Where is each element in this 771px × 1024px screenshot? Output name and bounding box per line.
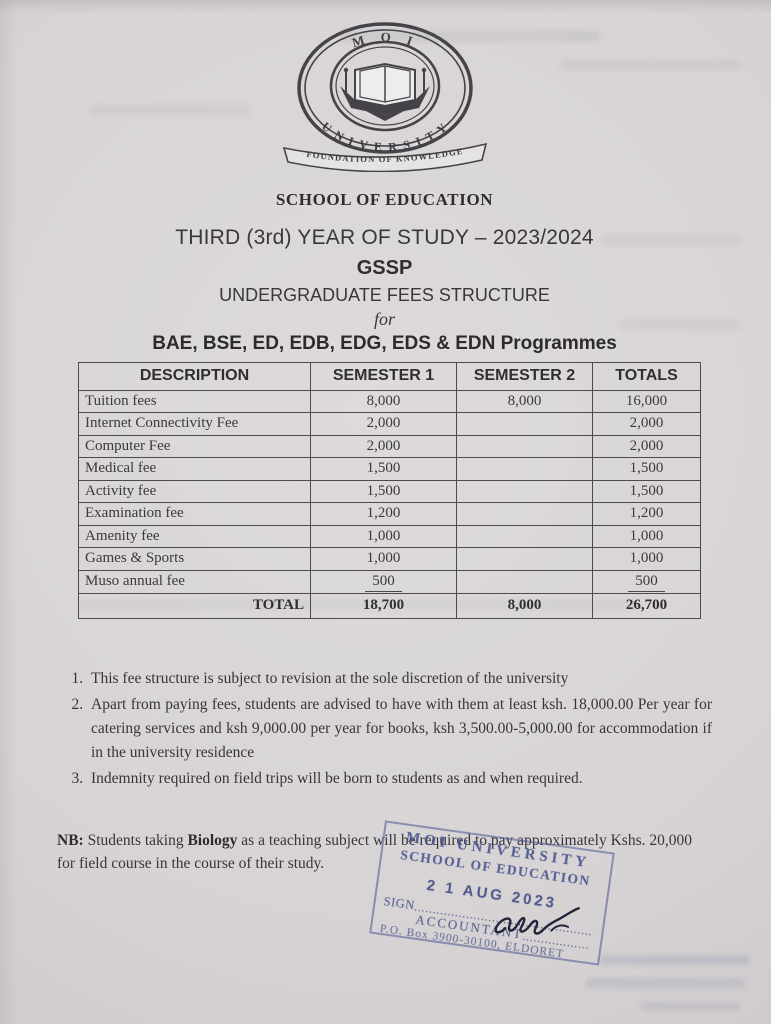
fee-totals: 16,000 [592,389,701,414]
accountant-rubber-stamp: MOI UNIVERSITY SCHOOL OF EDUCATION 2 1 A… [369,820,615,966]
fee-description: Activity fee [78,479,311,504]
table-row: Internet Connectivity Fee 2,000 2,000 [78,412,701,436]
table-row: Medical fee 1,500 1,500 [78,457,701,481]
programmes-heading: BAE, BSE, ED, EDB, EDG, EDS & EDN Progra… [152,333,617,354]
fee-description: Tuition fees [78,389,311,414]
nb-paragraph: NB: Students taking Biology as a teachin… [57,829,697,876]
fee-totals: 2,000 [592,412,701,436]
nb-prefix: NB: [57,831,84,849]
table-row: Examination fee 1,200 1,200 [78,502,701,526]
school-heading: SCHOOL OF EDUCATION [275,190,494,209]
gssp-heading: GSSP [356,257,413,279]
fees-table-header-row: DESCRIPTION SEMESTER 1 SEMESTER 2 TOTALS [78,362,701,391]
fee-totals: 1,500 [592,457,701,481]
moi-university-seal-logo: M O I U N I V E R S I T Y FOUNDATION OF … [282,22,487,172]
handwritten-signature [494,907,580,935]
fee-totals: 1,500 [592,479,701,504]
fee-semester2: 8,000 [456,389,593,414]
total-semester2: 8,000 [456,593,593,619]
fee-totals: 2,000 [592,434,701,459]
note-item-2: Apart from paying fees, students are adv… [87,693,712,765]
fee-semester1: 1,500 [310,479,457,504]
bleedthrough-smudge [90,105,250,115]
fee-totals: 500 [592,569,701,595]
col-header-description: DESCRIPTION [78,362,311,391]
fee-semester2 [456,524,593,549]
fee-semester2 [456,547,593,571]
fee-description: Internet Connectivity Fee [78,412,311,436]
table-row: Computer Fee 2,000 2,000 [78,434,701,459]
col-header-semester2: SEMESTER 2 [456,362,593,391]
fee-semester2 [456,569,593,595]
fee-semester2 [456,479,593,504]
fee-semester2 [456,457,593,481]
notes-list: This fee structure is subject to revisio… [57,667,712,791]
total-totals: 26,700 [592,593,701,619]
for-word: for [373,309,395,329]
fee-semester1: 1,200 [310,502,457,526]
fee-totals: 1,000 [592,524,701,549]
fee-semester1: 1,000 [310,524,457,549]
table-row: Activity fee 1,500 1,500 [78,479,701,504]
bleedthrough-smudge [340,30,600,42]
col-header-semester1: SEMESTER 1 [310,362,457,391]
fee-description: Medical fee [78,457,311,481]
col-header-totals: TOTALS [592,362,701,391]
fee-totals: 1,200 [592,502,701,526]
nb-bold-biology: Biology [187,831,238,849]
nb-text-1: Students taking [83,831,188,849]
total-semester1: 18,700 [310,593,457,619]
fee-semester1: 8,000 [310,389,457,414]
note-item-3: Indemnity required on field trips will b… [87,767,712,791]
bleedthrough-smudge [585,978,745,988]
note-item-1: This fee structure is subject to revisio… [87,667,712,691]
fee-semester1: 1,000 [310,547,457,571]
table-row: Muso annual fee 500 500 [78,569,701,595]
fee-description: Amenity fee [78,524,311,549]
bleedthrough-smudge [640,1002,740,1011]
year-of-study-heading: THIRD (3rd) YEAR OF STUDY – 2023/2024 [175,226,594,249]
fee-semester2 [456,502,593,526]
fee-semester1: 1,500 [310,457,457,481]
fee-totals: 1,000 [592,547,701,571]
fees-structure-heading: UNDERGRADUATE FEES STRUCTURE [219,285,550,305]
fee-semester2 [456,434,593,459]
fee-semester1: 2,000 [310,434,457,459]
table-row: Tuition fees 8,000 8,000 16,000 [78,389,701,414]
bleedthrough-smudge [600,235,740,245]
fee-description: Muso annual fee [78,569,311,595]
total-label: TOTAL [78,593,311,619]
open-book-icon [339,62,430,121]
bleedthrough-smudge [560,60,740,70]
fees-table: DESCRIPTION SEMESTER 1 SEMESTER 2 TOTALS… [78,362,701,619]
fee-description: Examination fee [78,502,311,526]
fee-semester2 [456,412,593,436]
table-total-row: TOTAL 18,700 8,000 26,700 [78,593,701,619]
nb-text-2: as a teaching subject will be required t… [57,831,692,873]
fee-description: Computer Fee [78,434,311,459]
fee-semester1: 2,000 [310,412,457,436]
table-row: Games & Sports 1,000 1,000 [78,547,701,571]
fee-description: Games & Sports [78,547,311,571]
bleedthrough-smudge [80,600,640,609]
table-row: Amenity fee 1,000 1,000 [78,524,701,549]
bleedthrough-smudge [620,320,740,330]
bleedthrough-smudge [600,955,750,965]
fee-semester1: 500 [310,569,457,595]
